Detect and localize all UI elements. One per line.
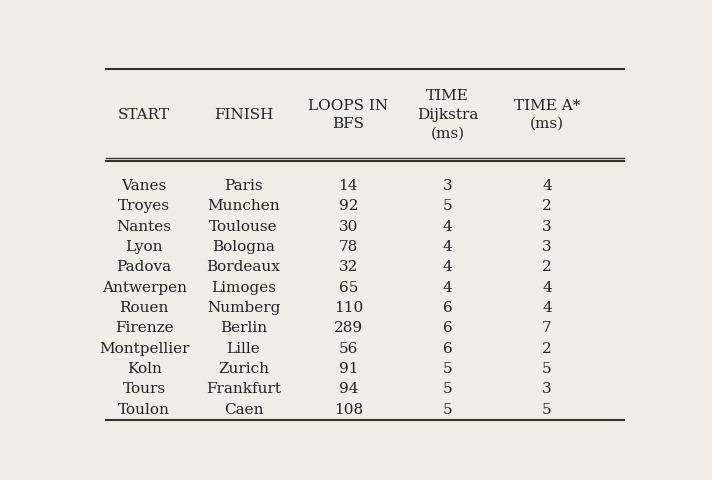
Text: 32: 32 [339,260,358,275]
Text: 2: 2 [542,260,552,275]
Text: LOOPS IN
BFS: LOOPS IN BFS [308,99,389,131]
Text: TIME A*
(ms): TIME A* (ms) [514,99,580,131]
Text: 3: 3 [542,240,552,254]
Text: 4: 4 [443,220,453,234]
Text: Rouen: Rouen [120,301,169,315]
Text: Toulon: Toulon [118,403,170,417]
Text: TIME
Dijkstra
(ms): TIME Dijkstra (ms) [417,89,478,140]
Text: Caen: Caen [224,403,263,417]
Text: 5: 5 [443,199,453,214]
Text: 4: 4 [443,240,453,254]
Text: Bordeaux: Bordeaux [206,260,281,275]
Text: 289: 289 [334,321,363,336]
Text: 6: 6 [443,301,453,315]
Text: Tours: Tours [122,382,166,396]
Text: 4: 4 [443,260,453,275]
Text: 92: 92 [339,199,358,214]
Text: 78: 78 [339,240,358,254]
Text: 4: 4 [542,281,552,295]
Text: 4: 4 [542,179,552,193]
Text: 110: 110 [334,301,363,315]
Text: Firenze: Firenze [115,321,174,336]
Text: Munchen: Munchen [207,199,280,214]
Text: Padova: Padova [117,260,172,275]
Text: Montpellier: Montpellier [99,342,189,356]
Text: Toulouse: Toulouse [209,220,278,234]
Text: 6: 6 [443,342,453,356]
Text: 3: 3 [443,179,453,193]
Text: 5: 5 [542,403,552,417]
Text: 4: 4 [542,301,552,315]
Text: Paris: Paris [224,179,263,193]
Text: 4: 4 [443,281,453,295]
Text: 30: 30 [339,220,358,234]
Text: 94: 94 [339,382,358,396]
Text: Lille: Lille [226,342,261,356]
Text: Koln: Koln [127,362,162,376]
Text: Berlin: Berlin [220,321,267,336]
Text: 14: 14 [339,179,358,193]
Text: Numberg: Numberg [206,301,281,315]
Text: 91: 91 [339,362,358,376]
Text: 2: 2 [542,199,552,214]
Text: 56: 56 [339,342,358,356]
Text: START: START [118,108,170,122]
Text: 3: 3 [542,220,552,234]
Text: Antwerpen: Antwerpen [102,281,187,295]
Text: 7: 7 [542,321,552,336]
Text: 6: 6 [443,321,453,336]
Text: Limoges: Limoges [211,281,276,295]
Text: Lyon: Lyon [125,240,163,254]
Text: 5: 5 [443,362,453,376]
Text: 5: 5 [443,403,453,417]
Text: Nantes: Nantes [117,220,172,234]
Text: 5: 5 [443,382,453,396]
Text: Troyes: Troyes [118,199,170,214]
Text: 3: 3 [542,382,552,396]
Text: FINISH: FINISH [214,108,273,122]
Text: 2: 2 [542,342,552,356]
Text: 5: 5 [542,362,552,376]
Text: Vanes: Vanes [122,179,167,193]
Text: Zurich: Zurich [218,362,269,376]
Text: Frankfurt: Frankfurt [206,382,281,396]
Text: 65: 65 [339,281,358,295]
Text: 108: 108 [334,403,363,417]
Text: Bologna: Bologna [212,240,275,254]
